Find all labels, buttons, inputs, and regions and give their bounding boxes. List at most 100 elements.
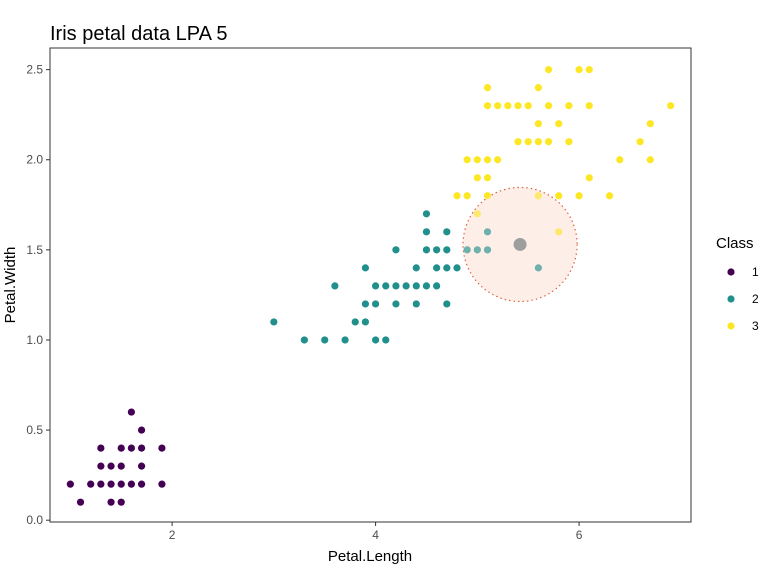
data-point-class-1 bbox=[127, 408, 135, 416]
data-point-class-2 bbox=[443, 300, 451, 308]
data-point-class-2 bbox=[371, 336, 380, 344]
data-point-class-1 bbox=[158, 480, 166, 488]
data-point-class-2 bbox=[483, 246, 492, 254]
data-point-class-1 bbox=[107, 498, 115, 506]
data-point-class-3 bbox=[473, 174, 481, 182]
legend-key-class-2 bbox=[727, 295, 735, 303]
data-point-class-1 bbox=[66, 480, 74, 488]
data-point-class-1 bbox=[117, 444, 125, 452]
data-point-class-3 bbox=[483, 102, 492, 110]
plot-area bbox=[66, 66, 675, 506]
data-point-class-1 bbox=[137, 444, 146, 452]
data-point-class-2 bbox=[473, 246, 481, 254]
legend-key-class-1 bbox=[727, 268, 735, 276]
data-point-class-3 bbox=[565, 102, 573, 110]
data-point-class-2 bbox=[361, 318, 370, 326]
data-point-class-2 bbox=[422, 228, 431, 236]
data-point-class-2 bbox=[433, 264, 441, 272]
data-point-class-3 bbox=[646, 120, 654, 128]
data-point-class-3 bbox=[534, 120, 542, 128]
data-point-class-1 bbox=[97, 480, 105, 488]
data-point-class-3 bbox=[544, 102, 553, 110]
x-tick-label: 6 bbox=[576, 528, 583, 542]
data-point-class-3 bbox=[463, 192, 471, 200]
data-point-class-2 bbox=[341, 336, 349, 344]
data-point-class-3 bbox=[514, 102, 522, 110]
data-point-class-3 bbox=[585, 102, 593, 110]
data-point-class-3 bbox=[483, 84, 492, 92]
data-point-class-2 bbox=[402, 282, 410, 290]
data-point-class-1 bbox=[137, 480, 146, 488]
data-point-class-2 bbox=[392, 282, 400, 290]
data-point-class-1 bbox=[117, 498, 125, 506]
data-point-class-3 bbox=[544, 138, 553, 146]
data-point-class-2 bbox=[453, 264, 461, 272]
y-axis-label: Petal.Width bbox=[2, 247, 19, 324]
data-point-class-2 bbox=[270, 318, 278, 326]
data-point-class-2 bbox=[534, 264, 542, 272]
y-tick-label: 2.5 bbox=[26, 63, 43, 77]
data-point-class-2 bbox=[422, 282, 431, 290]
data-point-class-2 bbox=[382, 336, 390, 344]
data-point-class-2 bbox=[422, 246, 431, 254]
data-point-class-2 bbox=[361, 264, 370, 272]
data-point-class-1 bbox=[76, 498, 85, 506]
data-point-class-2 bbox=[483, 228, 492, 236]
data-point-class-3 bbox=[473, 210, 481, 218]
data-point-class-2 bbox=[382, 282, 390, 290]
data-point-class-3 bbox=[524, 102, 532, 110]
data-point-class-2 bbox=[412, 264, 420, 272]
data-point-class-2 bbox=[443, 246, 451, 254]
legend-key-class-3 bbox=[727, 322, 735, 330]
data-point-class-2 bbox=[412, 282, 420, 290]
data-point-class-3 bbox=[524, 138, 532, 146]
data-point-class-3 bbox=[555, 192, 563, 200]
x-tick-label: 4 bbox=[372, 528, 379, 542]
data-point-class-1 bbox=[107, 462, 115, 470]
y-tick-label: 1.5 bbox=[26, 243, 43, 257]
data-point-class-1 bbox=[97, 444, 105, 452]
data-point-class-3 bbox=[585, 66, 593, 74]
data-point-class-3 bbox=[534, 138, 542, 146]
data-point-class-2 bbox=[433, 246, 441, 254]
data-point-class-3 bbox=[483, 192, 492, 200]
data-point-class-2 bbox=[392, 246, 400, 254]
data-point-class-1 bbox=[158, 444, 166, 452]
data-point-class-3 bbox=[534, 192, 542, 200]
y-tick-label: 0.5 bbox=[26, 423, 43, 437]
centroid-marker bbox=[513, 237, 527, 251]
plot-border bbox=[49, 47, 692, 523]
data-point-class-3 bbox=[555, 120, 563, 128]
data-point-class-3 bbox=[555, 228, 563, 236]
axes: 2 4 6 0.0 0.5 1.0 1.5 2.0 2.5 bbox=[26, 63, 582, 542]
data-point-class-3 bbox=[494, 102, 502, 110]
data-point-class-3 bbox=[473, 156, 481, 164]
y-tick-label: 2.0 bbox=[26, 153, 43, 167]
data-point-class-1 bbox=[87, 480, 95, 488]
data-point-class-2 bbox=[351, 318, 359, 326]
data-point-class-3 bbox=[494, 156, 502, 164]
data-point-class-2 bbox=[331, 282, 339, 290]
data-point-class-3 bbox=[636, 138, 644, 146]
data-point-class-3 bbox=[544, 66, 553, 74]
data-point-class-1 bbox=[107, 480, 115, 488]
data-point-class-3 bbox=[646, 156, 654, 164]
data-point-class-3 bbox=[514, 138, 522, 146]
data-point-class-1 bbox=[127, 444, 135, 452]
data-point-class-3 bbox=[616, 156, 624, 164]
data-point-class-2 bbox=[463, 246, 471, 254]
data-point-class-2 bbox=[371, 300, 380, 308]
y-tick-label: 1.0 bbox=[26, 333, 43, 347]
data-point-class-2 bbox=[371, 282, 380, 290]
legend-label-class-2: 2 bbox=[752, 292, 759, 306]
data-point-class-1 bbox=[137, 426, 146, 434]
data-point-class-2 bbox=[300, 336, 308, 344]
legend: 1 2 3 bbox=[727, 265, 759, 333]
data-point-class-1 bbox=[117, 462, 125, 470]
data-point-class-2 bbox=[392, 300, 400, 308]
data-point-class-2 bbox=[422, 210, 431, 218]
data-point-class-3 bbox=[565, 138, 573, 146]
chart-title: Iris petal data LPA 5 bbox=[50, 23, 228, 45]
data-point-class-1 bbox=[97, 462, 105, 470]
